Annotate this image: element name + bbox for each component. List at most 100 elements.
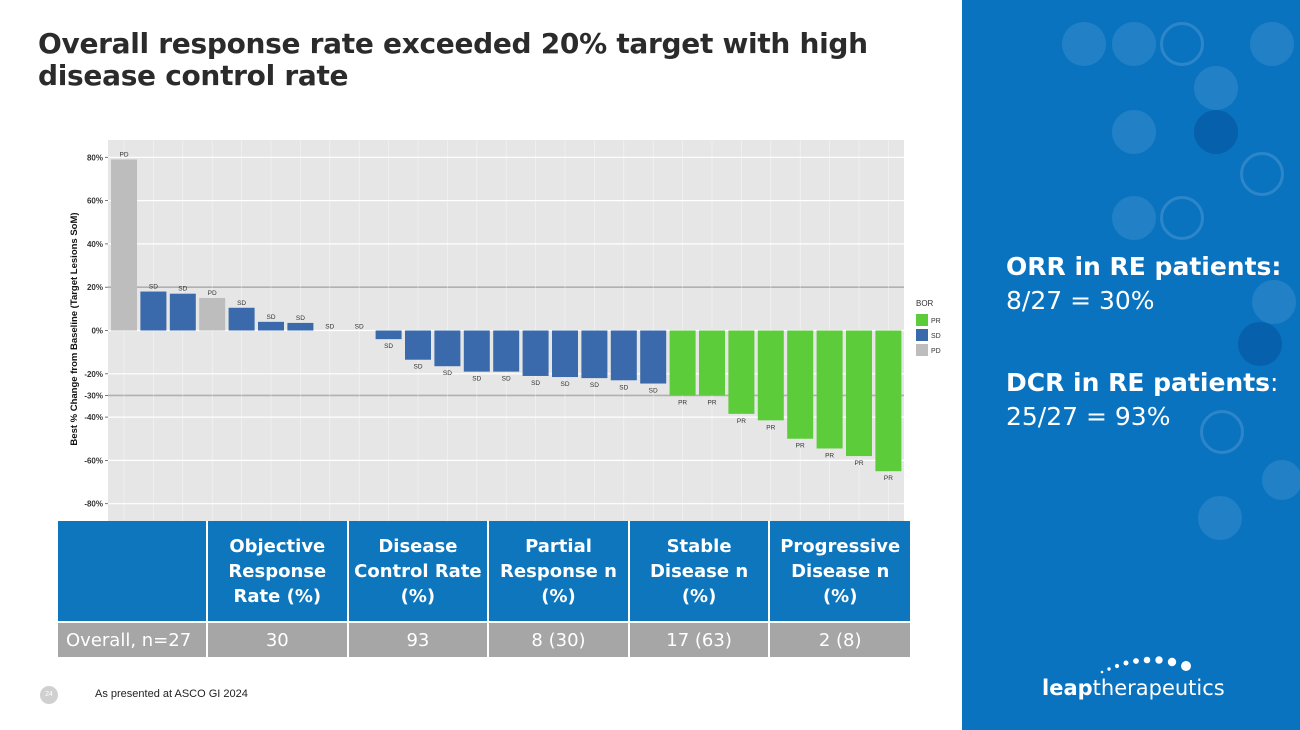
header-sd: Stable Disease n (%) [628, 521, 771, 622]
dcr-stat-colon: : [1270, 368, 1279, 397]
grid-lines [108, 140, 904, 521]
y-tick-label: 20% [87, 283, 103, 292]
dcr-stat-value: 25/27 = 93% [1006, 402, 1171, 431]
logo-text-rest: therapeutics [1092, 676, 1225, 700]
bar [493, 330, 520, 372]
bar-label: SD [149, 284, 158, 291]
logo-dots-icon [1100, 656, 1191, 674]
legend-swatch [916, 314, 928, 326]
decor-bubble [1112, 110, 1156, 154]
decor-ring [1200, 410, 1244, 454]
bar [581, 330, 608, 379]
decor-bubble [1250, 22, 1294, 66]
bar [463, 330, 490, 372]
header-dcr: Disease Control Rate (%) [347, 521, 490, 622]
bar-label: SD [384, 343, 393, 350]
slide-title: Overall response rate exceeded 20% targe… [38, 27, 868, 92]
decor-ring [1160, 22, 1204, 66]
bar-label: PD [119, 151, 128, 158]
orr-stat-value: 8/27 = 30% [1006, 286, 1155, 315]
orr-stat: ORR in RE patients: 8/27 = 30% [1006, 250, 1281, 318]
y-axis-title: Best % Change from Baseline (Target Lesi… [69, 212, 80, 445]
bar [699, 330, 725, 396]
bar [434, 330, 461, 367]
bar-label: SD [619, 384, 628, 391]
bar [728, 330, 755, 414]
decor-bubble [1194, 110, 1238, 154]
bar [199, 298, 226, 331]
bar-label: SD [266, 314, 275, 321]
y-axis: 80% 60% 40% 20% 0% -20% -30% -40% -60% -80% [84, 153, 108, 509]
bar-label: SD [178, 286, 187, 293]
decor-bubble [1198, 496, 1242, 540]
bar-label: SD [443, 370, 452, 377]
legend-title: BOR [916, 299, 934, 308]
bar [140, 291, 167, 331]
header-pd: Progressive Disease n (%) [769, 521, 910, 622]
dcr-stat: DCR in RE patients: 25/27 = 93% [1006, 366, 1278, 434]
bar [669, 330, 696, 396]
bar [552, 330, 578, 378]
bar [757, 330, 784, 421]
y-tick-label: 0% [91, 327, 103, 336]
decor-bubble [1062, 22, 1106, 66]
orr-stat-title: ORR in RE patients: [1006, 252, 1282, 281]
bar [846, 330, 872, 457]
bars: PD SD SD PD SD SD SD SD SD SD SD SD SD SD SD SD SD SD SD PR… [111, 151, 902, 482]
company-logo: leaptherapeutics [1042, 652, 1242, 712]
summary-table: Objective Response Rate (%) Disease Cont… [58, 521, 910, 657]
decor-bubble [1194, 66, 1238, 110]
decor-bubble [1112, 196, 1156, 240]
logo-text-bold: leap [1042, 676, 1093, 700]
bar-label: PR [825, 452, 834, 459]
legend-swatch [916, 344, 928, 356]
legend-swatch [916, 329, 928, 341]
footnote: As presented at ASCO GI 2024 [95, 688, 248, 700]
legend: BOR PR SD PD [916, 299, 941, 356]
bar-label: SD [590, 382, 599, 389]
header-pr: Partial Response n (%) [488, 521, 630, 622]
bar [228, 307, 255, 331]
bar-label: SD [560, 381, 569, 388]
bar-label: PR [796, 443, 805, 450]
dcr-stat-title: DCR in RE patients [1006, 368, 1271, 397]
page-number: 24 [40, 686, 58, 704]
bar [405, 330, 431, 360]
y-tick-label: 40% [87, 240, 103, 249]
bar-label: SD [649, 388, 658, 395]
bar-label: PR [854, 460, 863, 467]
bar-label: SD [502, 376, 511, 383]
bar-label: SD [237, 300, 246, 307]
bar-label: SD [531, 380, 540, 387]
y-tick-label: -80% [84, 500, 103, 509]
bar-label: PR [884, 475, 893, 482]
y-tick-label: -20% [84, 370, 103, 379]
decor-ring [1240, 152, 1284, 196]
header-orr: Objective Response Rate (%) [207, 521, 349, 622]
y-tick-label: -60% [84, 456, 103, 465]
bar [287, 322, 314, 331]
bar-label: SD [296, 315, 305, 322]
table-row: Overall, n=27 30 93 8 (30) 17 (63) 2 (8) [58, 621, 910, 657]
decor-ring [1160, 196, 1204, 240]
bar-label: PR [766, 424, 775, 431]
bar [816, 330, 843, 449]
bar-label: PR [737, 418, 746, 425]
bar [111, 159, 137, 331]
y-tick-label: -40% [84, 413, 103, 422]
bar [522, 330, 549, 376]
legend-label: PD [931, 348, 941, 355]
bar [787, 330, 814, 439]
bar [258, 321, 284, 331]
bar [375, 330, 402, 340]
y-tick-label: 60% [87, 197, 103, 206]
waterfall-chart: 80% 60% 40% 20% 0% -20% -30% -40% -60% -80% Best … [69, 140, 941, 521]
legend-label: PR [931, 318, 941, 325]
cell-orr: 30 [207, 621, 349, 657]
row-label-overall: Overall, n=27 [58, 621, 208, 657]
bar-label: PR [678, 399, 687, 406]
cell-sd: 17 (63) [628, 621, 771, 657]
bar [875, 330, 902, 472]
logo-text: leaptherapeutics [1042, 676, 1225, 700]
highlight-panel: ORR in RE patients: 8/27 = 30% DCR in RE… [962, 0, 1300, 730]
